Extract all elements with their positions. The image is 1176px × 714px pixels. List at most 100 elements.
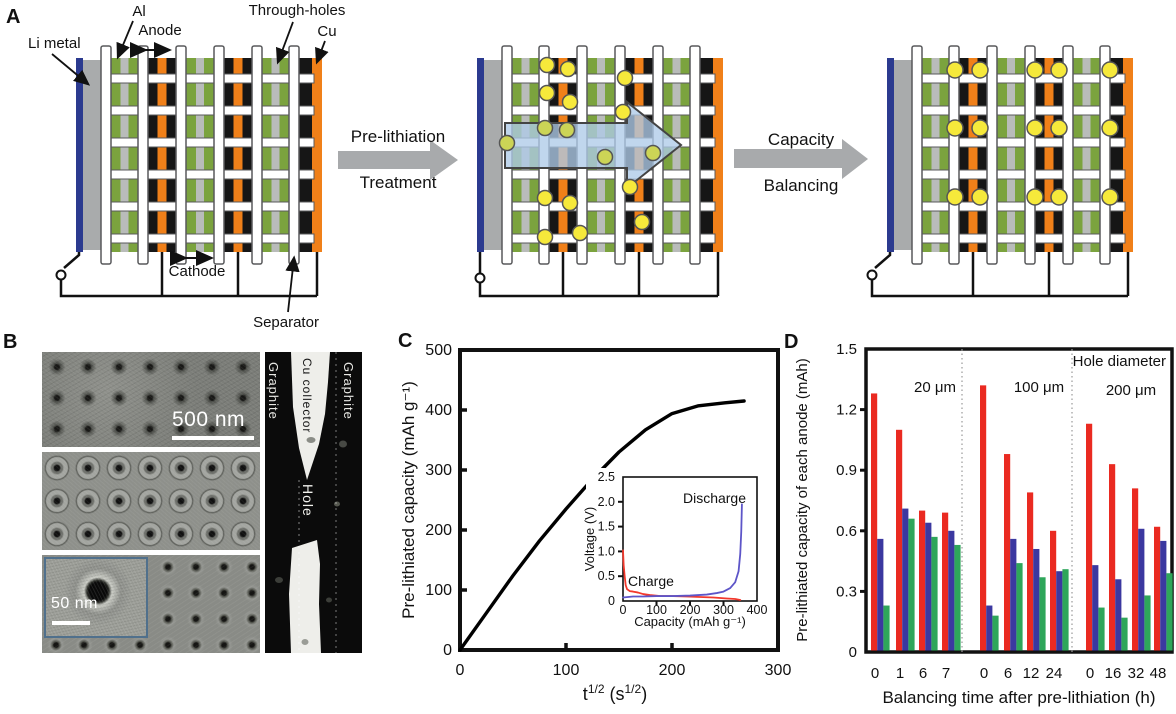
label-cu: Cu [317,23,336,40]
y-tick-label: 400 [425,402,452,419]
switch-terminal [474,272,486,284]
through-hole-rung [1070,105,1103,116]
bar-red [919,510,926,651]
xsec-label-hole: Hole [300,484,316,517]
bar-red [942,512,949,651]
through-hole-rung [660,73,693,84]
label-al: Al [132,3,145,20]
through-hole-rung [1070,233,1103,244]
li-particle [971,61,989,79]
bar-blue [986,605,993,651]
through-hole-rung [259,201,292,212]
li-particle [946,188,964,206]
cu-foil-edge [713,58,723,252]
through-hole-rung [1070,201,1103,212]
bar-blue [1092,565,1099,651]
through-hole-rung [994,233,1028,244]
anode-layer [299,58,312,252]
al-collector [120,58,129,252]
separator-rail [213,45,225,265]
legend-title-hole-diameter: Hole diameter [1073,353,1166,370]
al-collector [196,58,204,252]
through-hole-rung [994,169,1028,180]
through-hole-rung [1032,105,1066,116]
bar-red [1132,488,1139,651]
bar-green [1098,607,1105,651]
separator-rail [986,45,998,265]
li-particle [616,69,634,87]
panel-label-c: C [398,330,413,352]
li-particle [946,61,964,79]
panel-label-b: B [3,331,18,353]
al-collector [672,58,681,252]
cu-band-bottom [289,540,321,653]
switch-terminal [55,269,67,281]
through-hole-rung [259,169,292,180]
y-tick-label: 2.0 [598,495,615,509]
label-treatment: Treatment [360,173,437,192]
label-li-metal: Li metal [28,35,81,52]
li-particle [1050,61,1068,79]
y-tick-label: 0.5 [598,569,615,583]
y-tick-label: 1.5 [836,341,857,358]
li-particle [644,144,662,162]
li-particle [596,148,614,166]
x-tick-label: 300 [713,603,734,617]
through-hole-rung [259,137,292,148]
separator-rail [948,45,960,265]
x-tick-label: 16 [1105,665,1122,682]
plot-frame [864,347,1174,654]
li-particle [1101,119,1119,137]
bar-blue [1033,548,1040,651]
anode-layer [700,58,713,252]
scale-bar-500nm [172,436,254,440]
through-hole-rung [183,169,217,180]
bar-red [1086,423,1093,651]
through-holes-arrow [275,21,294,65]
bus-wire [870,279,1128,298]
x-tick-label: 12 [1023,665,1040,682]
x-tick-label: 0 [980,665,988,682]
annotation-charge: Charge [628,573,674,589]
bar-green [1062,569,1069,651]
through-hole-rung [1032,169,1066,180]
separator-rail [175,45,187,265]
bar-green [1166,573,1173,651]
xsec-label-graphite-left: Graphite [266,362,281,420]
through-hole-rung [221,73,255,84]
separator-rail [1099,45,1111,265]
y-tick-label: 2.5 [598,470,615,484]
bar-blue [1115,579,1122,651]
x-tick-label: 0 [1086,665,1094,682]
through-hole-rung [145,233,179,244]
through-hole-rung [919,105,952,116]
x-tick-label: 400 [747,603,768,617]
li-particle [614,103,632,121]
bar-green [883,605,890,651]
c-x-axis-title: t1/2​ (s1/2​) [583,682,647,704]
through-hole-rung [1032,137,1066,148]
al-collector [1007,58,1015,252]
inset-x-axis-title: Capacity (mAh g⁻¹) [634,614,746,629]
x-tick-label: 200 [680,603,701,617]
x-tick-label: 48 [1150,665,1167,682]
xsec-label-cu-collector: Cu collector [300,358,314,434]
xsec-label-graphite-right: Graphite [341,362,356,420]
through-hole-rung [660,169,693,180]
through-hole-rung [145,169,179,180]
bar-blue [1138,528,1145,651]
capacity-balancing-arrow [734,139,868,179]
y-tick-label: 300 [425,462,452,479]
through-hole-rung [919,201,952,212]
through-hole-rung [994,105,1028,116]
through-hole-rung [584,233,618,244]
bar-blue [948,530,955,651]
li-particle [536,119,554,137]
through-hole-rung [622,233,656,244]
y-tick-label: 0.3 [836,583,857,600]
li-particle [633,213,651,231]
switch-terminal [866,269,878,281]
speck [306,437,316,443]
separator-rail [1062,45,1074,265]
